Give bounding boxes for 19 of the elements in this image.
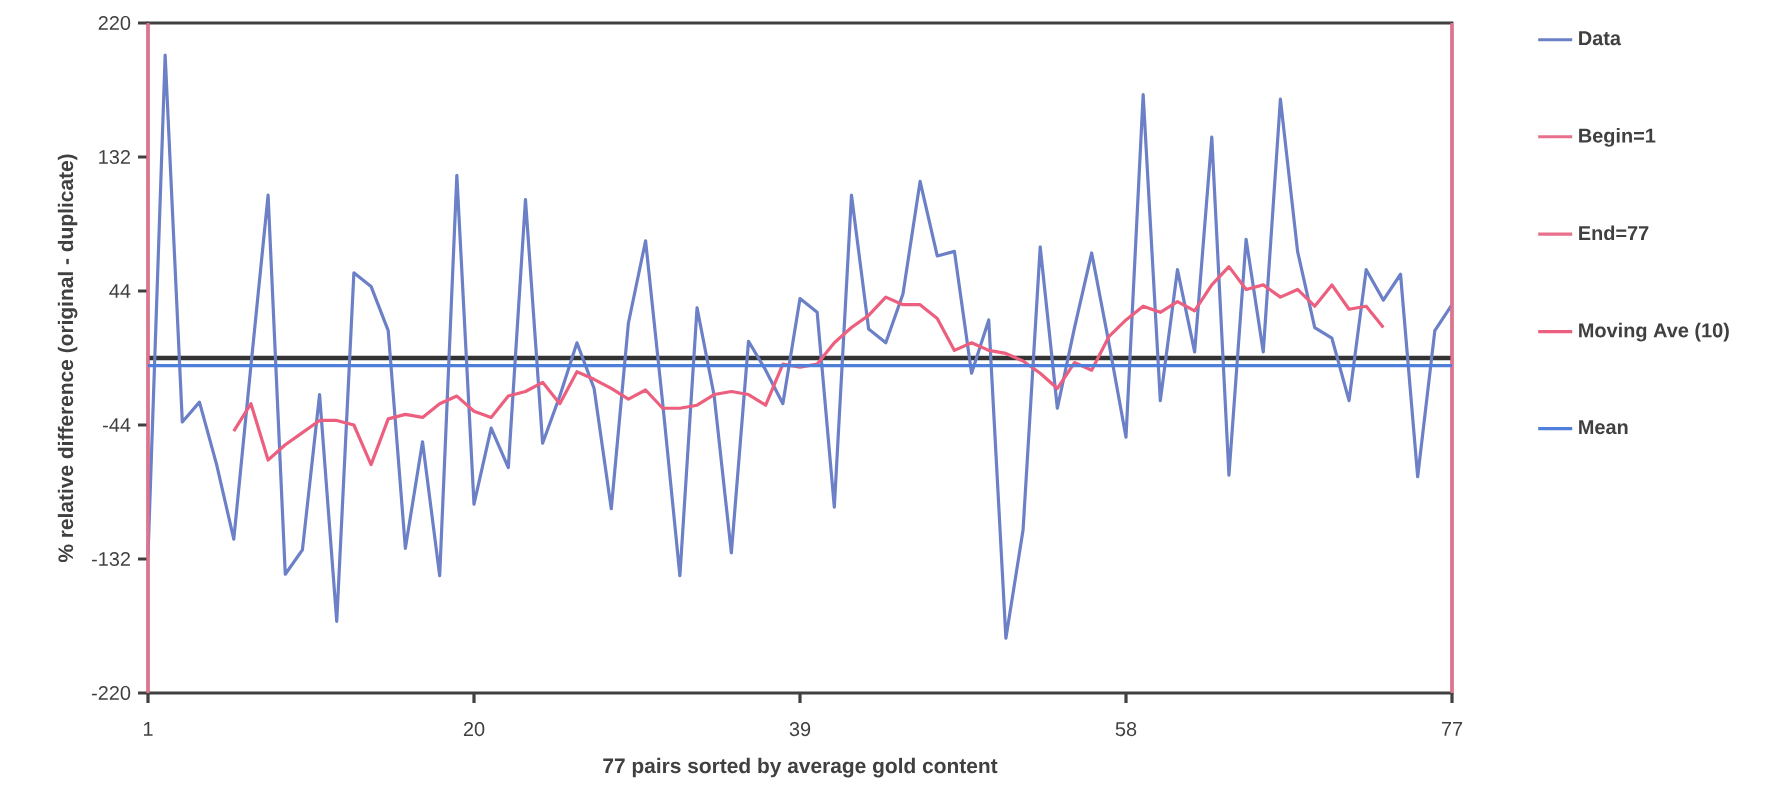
legend-label: Data: [1579, 31, 1622, 46]
x-axis-title: 77 pairs sorted by average gold content: [603, 757, 998, 778]
x-tick-label: 77: [1441, 722, 1463, 736]
legend-label: End=77: [1579, 225, 1649, 241]
y-tick-label: 220: [98, 15, 131, 31]
y-axis-title: % relative difference (original - duplicate): [57, 154, 78, 563]
y-tick-label: 44: [109, 284, 131, 298]
legend-label: Begin=1: [1579, 128, 1656, 147]
x-tick-label: 39: [789, 722, 811, 737]
legend-label: Mean: [1579, 420, 1628, 435]
y-tick-label: -132: [91, 551, 130, 567]
line-series: [232, 265, 1385, 467]
legend-label: Moving Ave (10): [1579, 322, 1729, 342]
y-tick-label: 132: [99, 149, 130, 165]
y-tick-label: -44: [103, 418, 131, 432]
x-tick-label: 20: [463, 722, 485, 737]
x-tick-label: 1: [143, 722, 153, 736]
x-tick-label: 58: [1115, 722, 1137, 737]
y-tick-label: -220: [91, 685, 131, 701]
